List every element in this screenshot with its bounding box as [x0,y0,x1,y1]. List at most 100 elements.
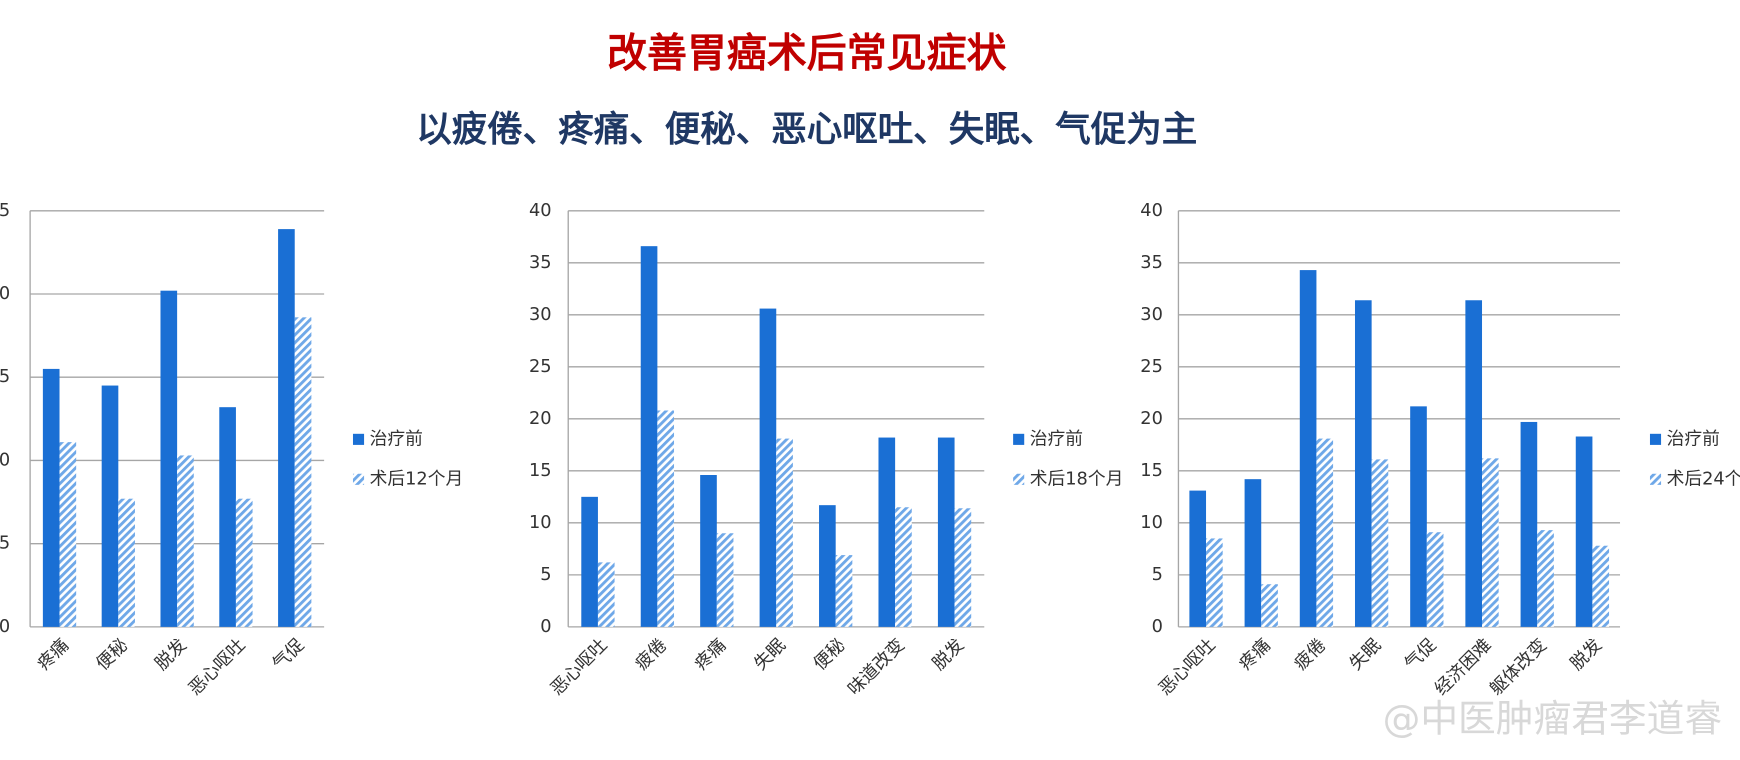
x-tick-label: 疲倦 [1290,635,1330,675]
x-tick-label: 失眠 [750,634,790,674]
legend-swatch [352,433,365,445]
y-tick-label: 0 [1152,617,1163,637]
bar [1299,270,1317,627]
y-tick-label: 25 [529,357,552,377]
bar [776,438,793,627]
y-tick-label: 5 [0,534,10,554]
bar [895,507,912,627]
y-tick-label: 30 [1140,305,1163,325]
x-tick-label: 经济困难 [1431,635,1496,700]
legend-label: 治疗前 [1030,428,1083,449]
y-tick-label: 5 [540,565,551,585]
bar [1189,490,1207,627]
watermark: @中医肿瘤君李道睿 [1383,697,1722,741]
bar [878,437,896,627]
bar [1575,436,1593,627]
bar [759,308,777,627]
bar [160,290,178,627]
legend-label: 治疗前 [370,428,423,449]
x-tick-label: 疲倦 [631,635,671,675]
bar [954,508,972,627]
x-tick-label: 味道改变 [844,635,909,700]
bar [1537,530,1554,627]
bar [101,385,119,627]
bar [937,437,955,627]
x-tick-label: 失眠 [1345,634,1385,674]
y-tick-label: 15 [1140,461,1163,481]
x-tick-label: 疼痛 [33,635,73,675]
bar [1592,545,1610,627]
bar [1465,300,1483,627]
bar [819,505,836,627]
bar [59,442,77,627]
y-tick-label: 35 [529,253,552,273]
title: 改善胃癌术后常见症状 [607,30,1006,76]
y-tick-label: 10 [0,450,10,470]
bar [1482,458,1499,627]
bar [294,317,312,627]
y-tick-label: 20 [0,284,10,304]
legend-swatch [1013,433,1025,445]
x-tick-label: 脱发 [1566,634,1606,674]
x-tick-label: 疼痛 [1235,635,1275,675]
x-tick-label: 恶心呕吐 [185,634,250,699]
bar [581,496,598,627]
bar [657,410,675,627]
legend-swatch [1649,433,1662,445]
y-tick-label: 25 [0,201,10,221]
y-tick-label: 0 [540,617,551,637]
y-tick-label: 15 [0,367,10,387]
x-tick-label: 便秘 [809,634,849,674]
x-tick-label: 脱发 [151,634,191,674]
bar [219,407,236,627]
y-tick-label: 20 [529,409,552,429]
subtitle: 以疲倦、疼痛、便秘、恶心呕吐、失眠、气促为主 [416,109,1197,150]
legend-swatch [1013,473,1025,485]
bar [1244,479,1262,627]
x-tick-label: 躯体改变 [1486,635,1551,700]
y-tick-label: 20 [1140,409,1163,429]
x-tick-label: 气促 [268,634,308,674]
bar [597,562,615,627]
y-tick-label: 10 [1140,513,1163,533]
bar [1316,438,1334,627]
bar [118,498,135,627]
bar [716,533,734,627]
bar [1426,532,1444,627]
y-tick-label: 5 [1152,565,1163,585]
bar [835,555,853,627]
x-tick-label: 便秘 [92,634,132,674]
y-tick-label: 35 [1140,253,1163,273]
legend-label: 术后18个月 [1030,468,1124,489]
y-tick-label: 0 [0,617,10,637]
x-tick-label: 恶心呕吐 [547,634,612,699]
y-tick-label: 25 [1140,357,1163,377]
bar [278,229,295,627]
y-tick-label: 40 [529,201,552,221]
x-tick-label: 恶心呕吐 [1155,634,1220,699]
bar [640,246,658,627]
y-tick-label: 40 [1140,201,1163,221]
bar [177,455,194,627]
bar [1371,459,1389,627]
y-tick-label: 15 [529,461,552,481]
bar [1261,584,1278,627]
legend-label: 术后12个月 [370,468,464,489]
legend-label: 术后24个 [1667,468,1740,489]
bar [42,368,60,627]
bar [235,498,253,627]
y-tick-label: 10 [529,513,552,533]
bar [1354,300,1372,627]
bar [1206,538,1223,627]
bar [1410,406,1427,627]
legend-swatch [352,473,365,485]
y-tick-label: 30 [529,305,552,325]
x-tick-label: 气促 [1401,634,1441,674]
x-tick-label: 脱发 [928,634,968,674]
legend-label: 治疗前 [1667,428,1720,449]
legend-swatch [1649,473,1662,485]
bar [1520,421,1538,627]
bar [700,475,717,627]
